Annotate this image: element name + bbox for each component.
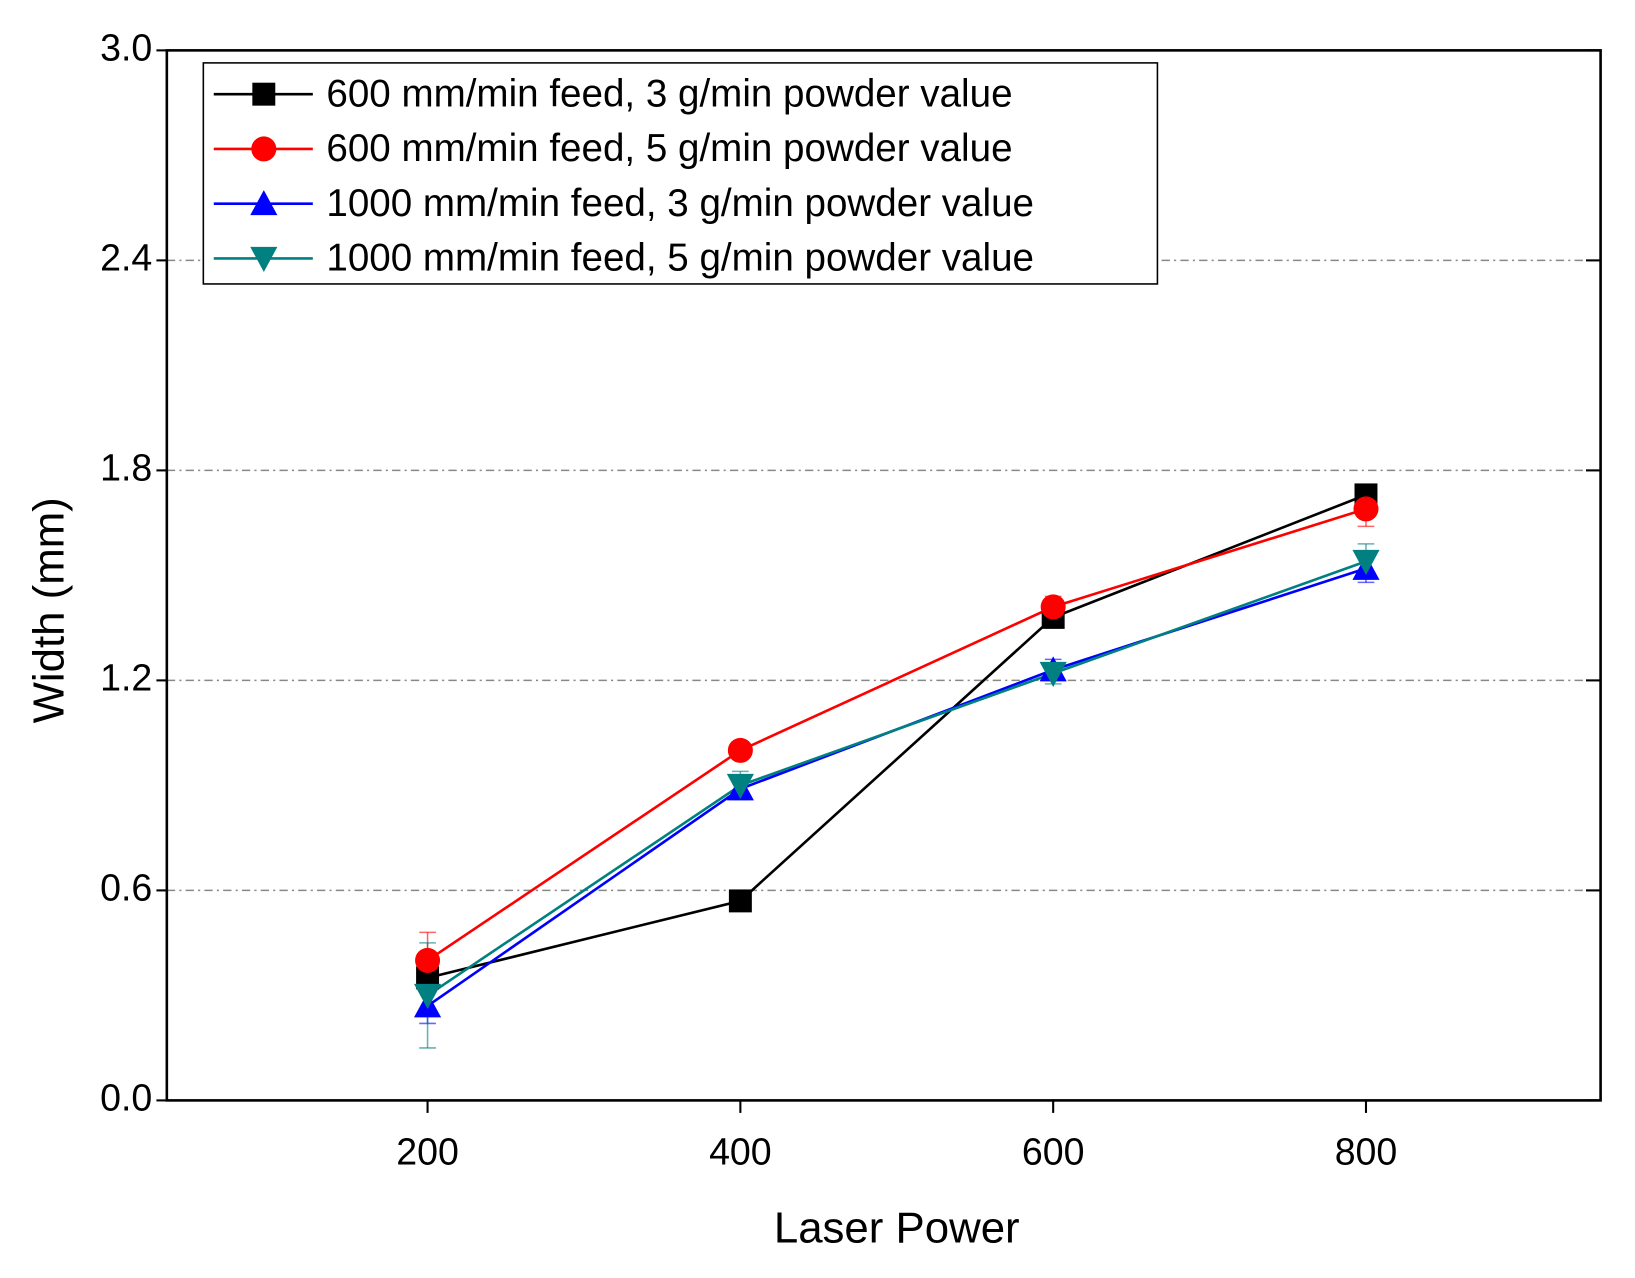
x-tick-label: 200 bbox=[396, 1131, 459, 1173]
legend-marker bbox=[250, 190, 278, 216]
x-tick-label: 800 bbox=[1335, 1131, 1398, 1173]
legend-label: 600 mm/min feed, 5 g/min powder value bbox=[326, 127, 1012, 170]
legend-box bbox=[202, 62, 1159, 285]
marker bbox=[1039, 661, 1067, 687]
marker bbox=[416, 966, 440, 990]
x-tick-label: 400 bbox=[709, 1131, 772, 1173]
legend-label: 1000 mm/min feed, 5 g/min powder value bbox=[326, 237, 1034, 280]
legend-label: 1000 mm/min feed, 3 g/min powder value bbox=[326, 182, 1034, 225]
marker bbox=[1040, 594, 1066, 620]
marker bbox=[728, 889, 752, 913]
y-axis-label: Width (mm) bbox=[25, 497, 74, 723]
marker bbox=[1352, 549, 1380, 575]
marker bbox=[1353, 496, 1379, 522]
x-tick-label: 600 bbox=[1022, 1131, 1085, 1173]
y-tick-label: 0.6 bbox=[100, 866, 152, 908]
series-line bbox=[426, 507, 1367, 962]
y-tick-label: 1.2 bbox=[100, 656, 152, 698]
series-line bbox=[426, 560, 1367, 997]
series-line bbox=[427, 493, 1367, 980]
plot-frame bbox=[165, 49, 1602, 1102]
marker bbox=[415, 947, 441, 973]
legend: 600 mm/min feed, 3 g/min powder value 600… bbox=[202, 62, 1159, 285]
marker bbox=[727, 737, 753, 763]
marker bbox=[414, 983, 442, 1009]
legend-label: 600 mm/min feed, 3 g/min powder value bbox=[326, 72, 1012, 115]
marker bbox=[726, 773, 754, 799]
y-tick-label: 3.0 bbox=[100, 26, 152, 68]
legend-marker bbox=[251, 136, 277, 162]
legend-marker bbox=[252, 82, 276, 106]
legend-marker bbox=[250, 246, 278, 272]
y-tick-label: 0.0 bbox=[100, 1076, 152, 1118]
y-tick-label: 2.4 bbox=[100, 236, 152, 278]
x-axis-label: Laser Power bbox=[774, 1203, 1020, 1252]
y-tick-label: 1.8 bbox=[100, 446, 152, 488]
series-line bbox=[426, 567, 1367, 1007]
